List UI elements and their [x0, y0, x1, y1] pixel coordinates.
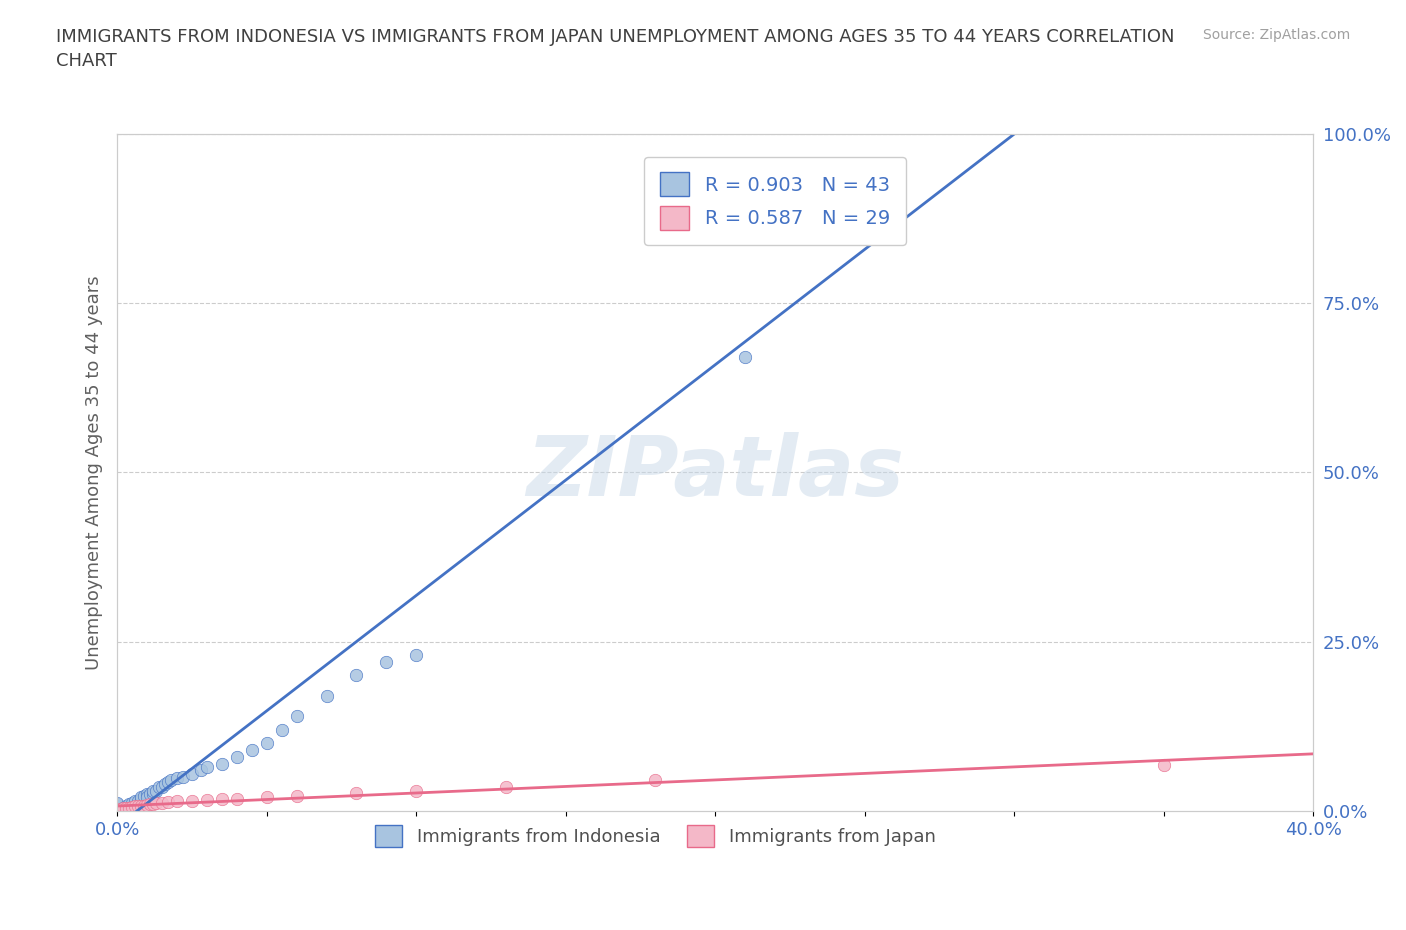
- Point: [160, 773, 183, 788]
- Point: [121, 800, 143, 815]
- Point: [105, 798, 128, 813]
- Point: [129, 791, 152, 806]
- Point: [121, 795, 143, 810]
- Text: Source: ZipAtlas.com: Source: ZipAtlas.com: [1202, 28, 1350, 42]
- Point: [142, 783, 165, 798]
- Point: [190, 763, 212, 777]
- Point: [105, 797, 128, 812]
- Text: ZIPatlas: ZIPatlas: [526, 432, 904, 512]
- Point: [129, 790, 152, 804]
- Point: [105, 802, 128, 817]
- Point: [118, 800, 141, 815]
- Point: [105, 804, 128, 818]
- Point: [139, 787, 162, 802]
- Point: [285, 709, 308, 724]
- Point: [225, 791, 247, 806]
- Point: [132, 798, 155, 813]
- Point: [285, 789, 308, 804]
- Point: [211, 792, 233, 807]
- Point: [124, 799, 146, 814]
- Point: [153, 777, 176, 791]
- Point: [105, 804, 128, 818]
- Point: [112, 800, 135, 815]
- Point: [315, 688, 337, 703]
- Point: [124, 793, 146, 808]
- Point: [195, 792, 218, 807]
- Point: [1153, 757, 1175, 772]
- Y-axis label: Unemployment Among Ages 35 to 44 years: Unemployment Among Ages 35 to 44 years: [86, 275, 103, 670]
- Point: [270, 723, 292, 737]
- Point: [166, 771, 188, 786]
- Point: [375, 655, 398, 670]
- Point: [127, 793, 149, 808]
- Point: [495, 779, 517, 794]
- Point: [118, 797, 141, 812]
- Point: [127, 799, 149, 814]
- Point: [240, 742, 263, 757]
- Point: [142, 797, 165, 812]
- Point: [181, 766, 204, 781]
- Point: [256, 790, 278, 804]
- Point: [883, 160, 905, 175]
- Point: [145, 796, 167, 811]
- Point: [195, 760, 218, 775]
- Point: [824, 224, 846, 239]
- Point: [172, 770, 194, 785]
- Point: [115, 798, 138, 813]
- Point: [150, 795, 173, 810]
- Legend: Immigrants from Indonesia, Immigrants from Japan: Immigrants from Indonesia, Immigrants fr…: [366, 816, 945, 857]
- Point: [139, 797, 162, 812]
- Point: [166, 794, 188, 809]
- Point: [136, 787, 159, 802]
- Point: [344, 786, 367, 801]
- Point: [211, 756, 233, 771]
- Point: [108, 803, 131, 817]
- Text: IMMIGRANTS FROM INDONESIA VS IMMIGRANTS FROM JAPAN UNEMPLOYMENT AMONG AGES 35 TO: IMMIGRANTS FROM INDONESIA VS IMMIGRANTS …: [56, 28, 1175, 70]
- Point: [734, 350, 756, 365]
- Point: [142, 787, 165, 802]
- Point: [157, 795, 180, 810]
- Point: [150, 779, 173, 794]
- Point: [132, 789, 155, 804]
- Point: [644, 773, 666, 788]
- Point: [129, 798, 152, 813]
- Point: [157, 775, 180, 790]
- Point: [225, 750, 247, 764]
- Point: [344, 668, 367, 683]
- Point: [136, 797, 159, 812]
- Point: [148, 779, 170, 794]
- Point: [405, 783, 427, 798]
- Point: [112, 801, 135, 816]
- Point: [105, 800, 128, 815]
- Point: [256, 736, 278, 751]
- Point: [405, 647, 427, 662]
- Point: [115, 800, 138, 815]
- Point: [105, 795, 128, 810]
- Point: [181, 793, 204, 808]
- Point: [145, 783, 167, 798]
- Point: [136, 790, 159, 804]
